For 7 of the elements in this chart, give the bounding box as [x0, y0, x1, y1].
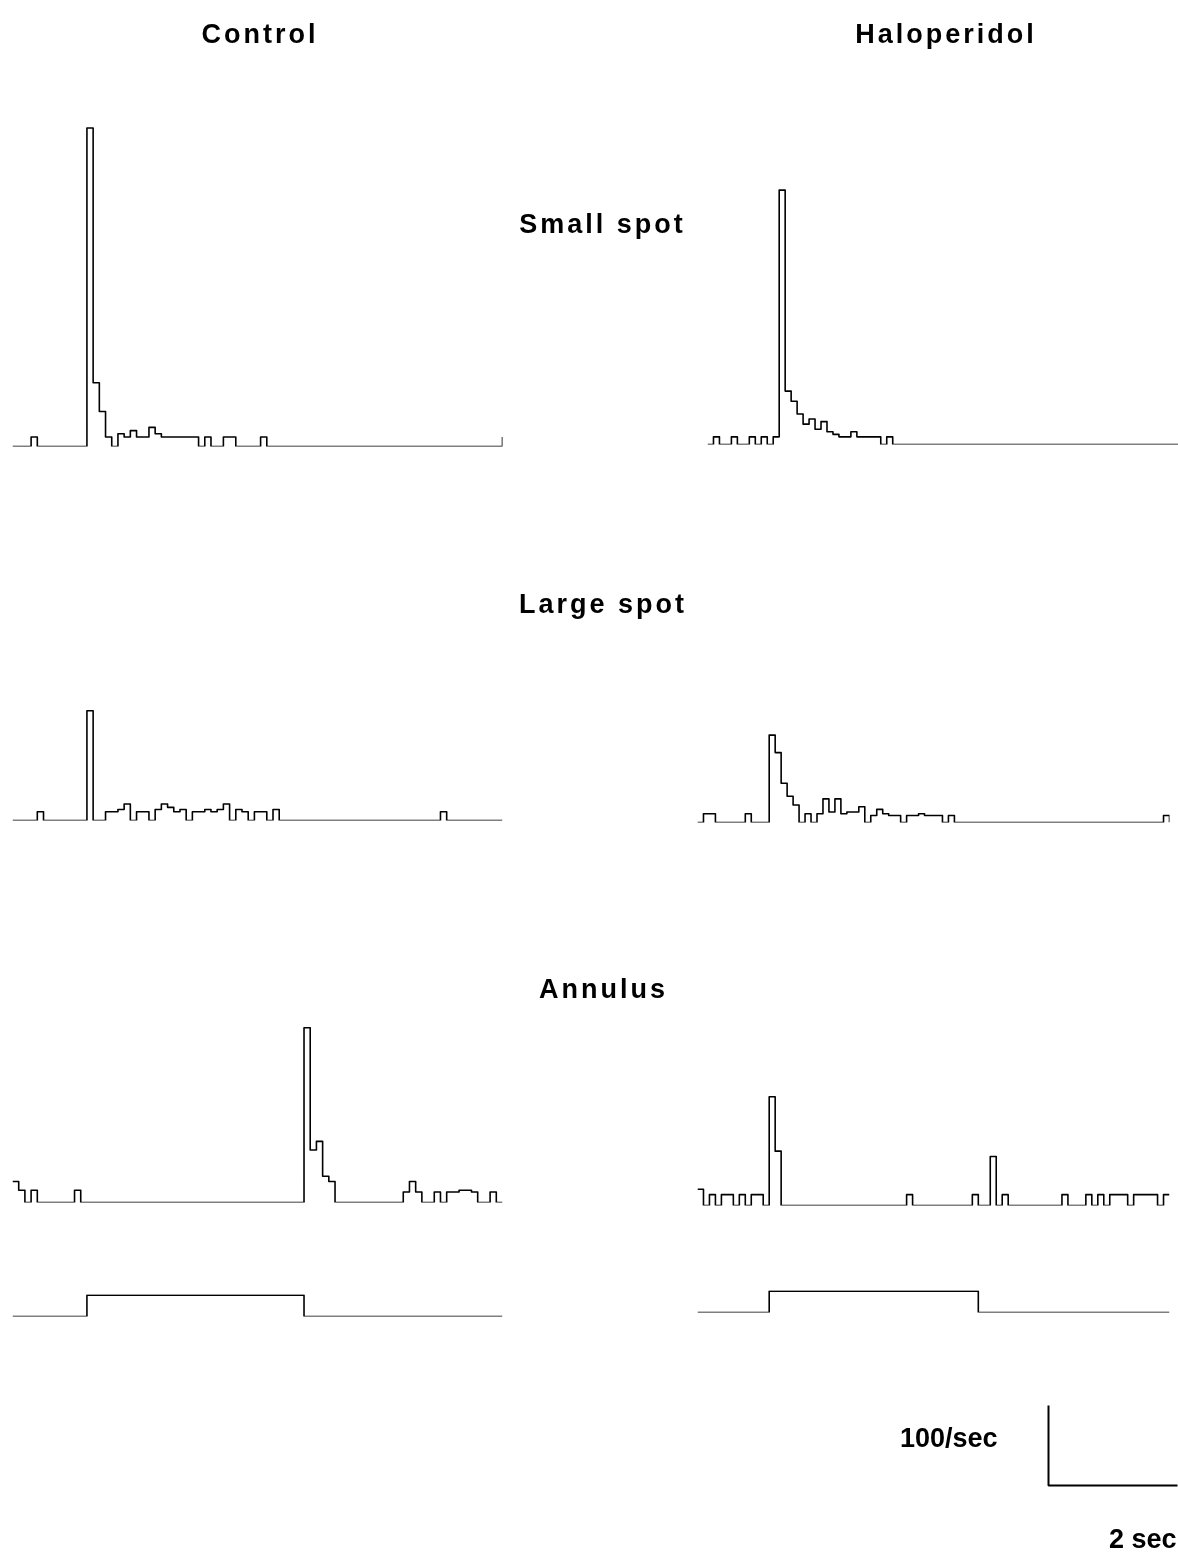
text: Small spot [519, 208, 686, 241]
chart-subtitle: Annulus [539, 973, 668, 1006]
chart-subtitle: Large spot [519, 588, 688, 621]
text: 100/sec [899, 1422, 998, 1453]
chart-title: Haloperidol [855, 18, 1037, 51]
text: 2 sec [1108, 1523, 1177, 1554]
chart-title: Control [201, 18, 319, 51]
